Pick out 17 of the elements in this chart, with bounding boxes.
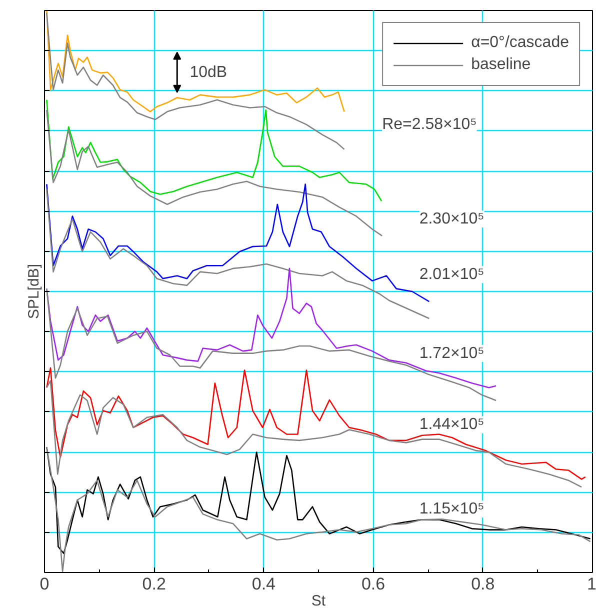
x-tick-label: 0.4	[252, 574, 276, 594]
y-axis-title: SPL[dB]	[26, 264, 42, 320]
x-tick-label: 0.8	[471, 574, 495, 594]
x-tick-label: 0.6	[361, 574, 386, 594]
annotation: Re=2.58×10⁵	[382, 116, 477, 134]
annotation: 1.44×10⁵	[419, 416, 484, 434]
annotation: 2.30×10⁵	[419, 210, 484, 228]
annotation: 1.72×10⁵	[419, 344, 484, 362]
annotation: 10dB	[190, 64, 228, 81]
x-tick-label: 0	[40, 574, 50, 594]
x-tick-label: 0.2	[142, 574, 166, 594]
x-axis-title: St	[311, 592, 326, 610]
annotation: 1.15×10⁵	[419, 500, 484, 518]
legend-label: α=0°/cascade	[471, 34, 569, 52]
annotation: 2.01×10⁵	[419, 266, 484, 284]
legend-label: baseline	[471, 56, 531, 74]
x-tick-label: 1	[587, 574, 596, 594]
